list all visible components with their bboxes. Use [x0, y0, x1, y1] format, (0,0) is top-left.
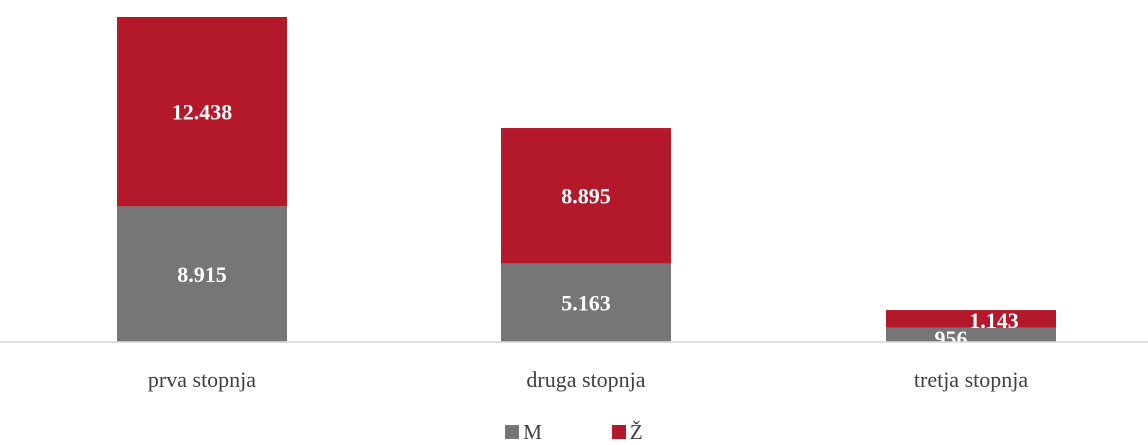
data-label-m-3: 956	[935, 326, 968, 351]
legend-label-m: M	[523, 419, 542, 444]
legend-item-z: Ž	[611, 419, 643, 445]
data-label-z-3: 1.143	[969, 308, 1019, 333]
data-label-z-1: 12.438	[172, 100, 233, 125]
bar-z-1	[117, 17, 287, 207]
legend-item-m: M	[505, 420, 542, 445]
legend-swatch-z	[611, 425, 626, 439]
data-label-z-2: 8.895	[561, 184, 611, 209]
data-label-m-2: 5.163	[561, 291, 611, 316]
bar-m-1	[117, 206, 287, 342]
bar-z-3	[886, 310, 1056, 328]
category-label-1: prva stopnja	[148, 367, 256, 392]
legend-label-z: Ž	[629, 419, 643, 444]
bar-m-2	[501, 263, 671, 342]
category-label-3: tretja stopnja	[914, 367, 1028, 392]
legend-swatch-m	[505, 425, 520, 439]
category-label-2: druga stopnja	[526, 367, 645, 392]
category-labels: prva stopnja druga stopnja tretja stopnja	[148, 367, 1028, 392]
data-label-m-1: 8.915	[177, 262, 227, 287]
bar-z-2	[501, 128, 671, 264]
legend: M Ž	[0, 420, 1148, 444]
bar-m-3	[886, 327, 1056, 342]
